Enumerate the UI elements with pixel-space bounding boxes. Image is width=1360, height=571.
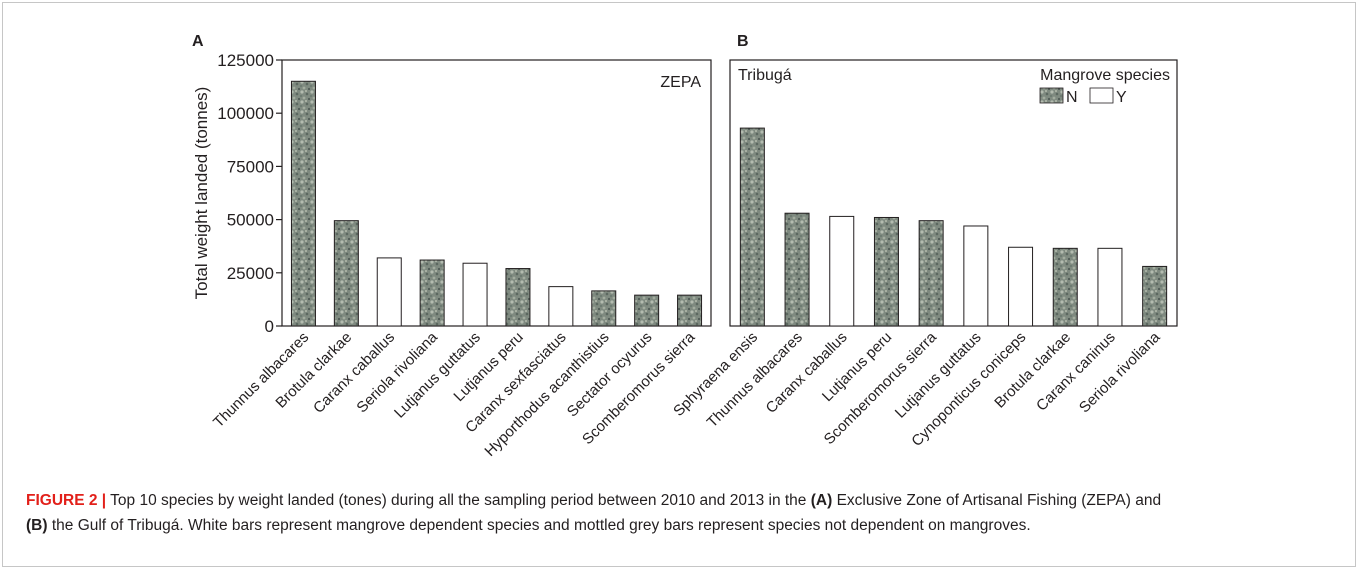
panel-b-category-label: Caranx caninus: [1033, 329, 1119, 415]
panel-a-label: A: [192, 33, 204, 50]
caption-bold-a: (A): [810, 492, 833, 509]
panel-a-plot-area: [281, 59, 712, 327]
panel-a-bar: [333, 220, 359, 327]
panel-b-category-label: Seriola rivoliana: [1076, 328, 1164, 416]
caption-text-3: the Gulf of Tribugá. White bars represen…: [47, 517, 1031, 534]
panel-b-bar: [1008, 246, 1034, 327]
panel-b-bar: [784, 212, 810, 327]
panel-a-bar: [548, 286, 574, 327]
legend-title: Mangrove species: [1040, 67, 1170, 84]
panel-b-bar: [873, 216, 899, 327]
legend-label-n: N: [1066, 89, 1078, 106]
panel-a-bar: [290, 80, 316, 327]
panel-b-bar: [1052, 247, 1078, 327]
panel-a-bar: [634, 294, 660, 327]
panel-b-bar: [739, 127, 765, 327]
panel-a-bar: [419, 259, 445, 327]
y-tick-label: 125000: [217, 51, 274, 70]
panel-a-bar: [376, 257, 402, 327]
caption-text-1: Top 10 species by weight landed (tones) …: [106, 492, 811, 509]
y-tick-label: 25000: [227, 264, 274, 283]
y-tick-label: 50000: [227, 211, 274, 230]
panel-a-category-label: Brotula clarkae: [272, 329, 355, 412]
caption-text-2: Exclusive Zone of Artisanal Fishing (ZEP…: [832, 492, 1162, 509]
y-tick-label: 75000: [227, 157, 274, 176]
panel-a-annotation: ZEPA: [660, 74, 701, 91]
legend-label-y: Y: [1116, 89, 1127, 106]
panel-b-bar: [1142, 265, 1168, 327]
figure-chart: A Total weight landed (tonnes) 0 25000 500…: [192, 33, 1178, 460]
panel-b-bar: [963, 225, 989, 327]
panel-a-bar: [591, 290, 617, 327]
panel-b-label: B: [737, 33, 749, 50]
legend-swatch-y: [1089, 87, 1114, 104]
y-tick-label: 0: [265, 317, 274, 336]
panel-a-bar: [677, 294, 703, 327]
panel-b-annotation: Tribugá: [738, 67, 792, 84]
y-tick-label: 100000: [217, 104, 274, 123]
panel-a-bar: [462, 262, 488, 327]
caption-label: FIGURE 2 |: [26, 492, 107, 509]
y-axis-title: Total weight landed (tonnes): [192, 87, 211, 300]
legend-swatch-n: [1039, 87, 1064, 104]
panel-b-category-label: Caranx caballus: [762, 329, 850, 417]
panel-b-bar: [918, 220, 944, 327]
figure-caption: FIGURE 2 | Top 10 species by weight land…: [26, 488, 1326, 538]
panel-b-plot-area: [729, 59, 1178, 327]
caption-bold-b: (B): [26, 517, 48, 534]
panel-b-bar: [829, 215, 855, 327]
panel-a-bar: [505, 268, 531, 327]
panel-b-bar: [1097, 247, 1123, 327]
